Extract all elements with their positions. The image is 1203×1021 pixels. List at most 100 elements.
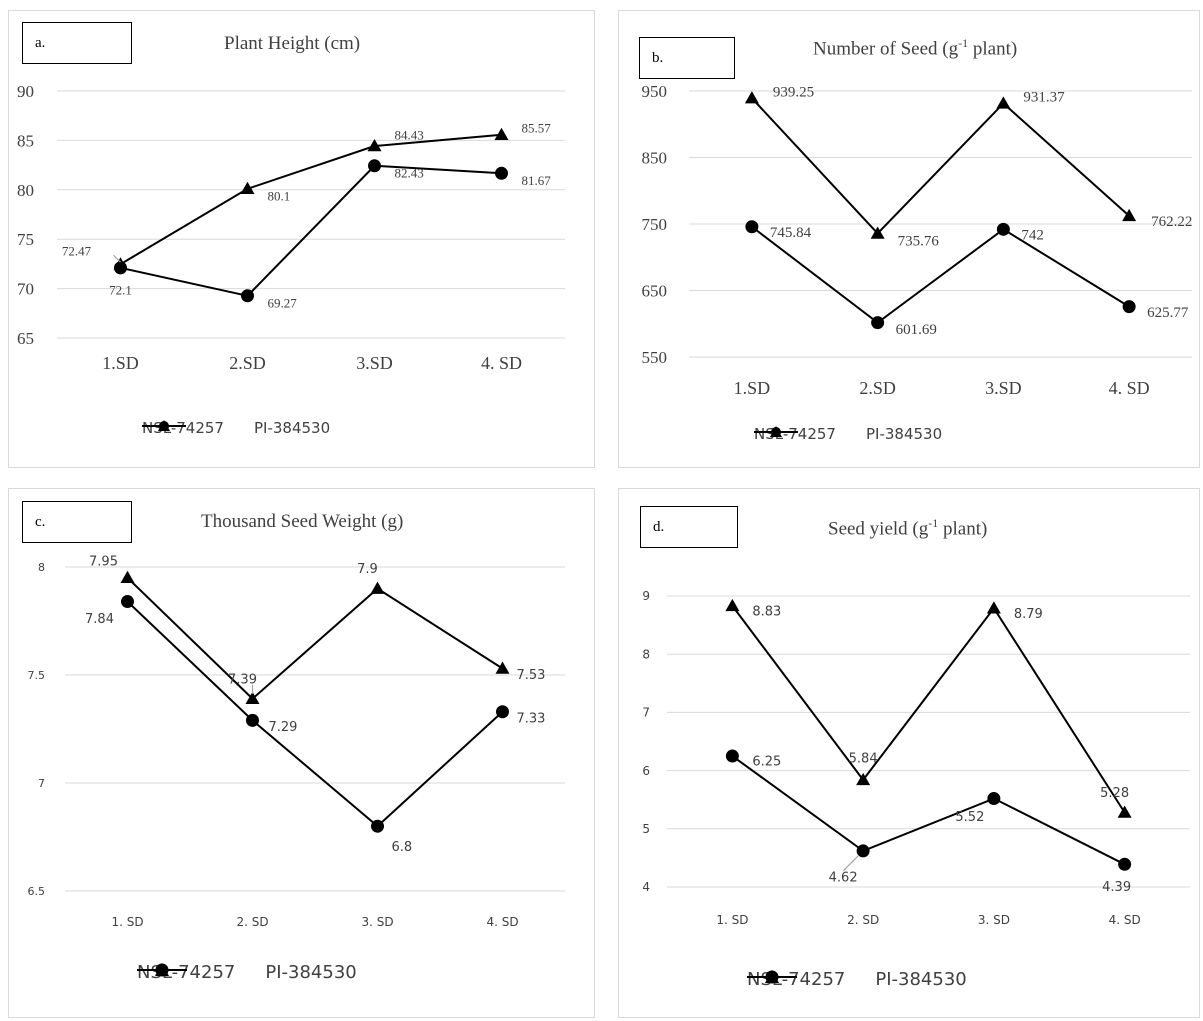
- x-tick-label: 3.SD: [985, 378, 1022, 398]
- legend-item-pi-c: PI-384530: [137, 962, 357, 983]
- data-point-marker: [121, 595, 134, 609]
- data-label: 72.47: [62, 244, 92, 259]
- y-tick-label: 75: [17, 230, 34, 249]
- data-label: 625.77: [1147, 305, 1189, 321]
- data-point-marker: [245, 691, 260, 705]
- legend-item-pi-d: PI-384530: [747, 969, 967, 990]
- data-point-marker: [745, 220, 759, 234]
- data-point-marker: [986, 601, 1001, 614]
- chart-legend-b: NSL-74257 PI-384530: [754, 425, 942, 443]
- chart-svg-d: 9 8 7 6 5 4 1. SD 2. SD 3. SD 4. SD 6.25 4.62 5.52 4.…: [642, 589, 1190, 927]
- y-tick-label: 9: [642, 589, 650, 603]
- data-point-marker: [871, 316, 885, 330]
- label-leader-line: [113, 254, 121, 263]
- data-point-marker: [368, 159, 381, 173]
- data-point-marker: [120, 570, 135, 584]
- x-tick-label: 4. SD: [486, 915, 518, 929]
- data-label: 7.39: [228, 672, 257, 687]
- legend-marker-triangle-icon: [142, 420, 186, 431]
- data-label: 6.25: [752, 755, 781, 770]
- data-label: 85.57: [522, 120, 552, 135]
- data-label: 7.53: [517, 668, 546, 683]
- data-label: 6.8: [392, 840, 413, 855]
- y-tick-label: 85: [17, 131, 34, 150]
- series-line-pi-384530: [731, 605, 1126, 814]
- label-leader-line: [842, 855, 859, 872]
- y-tick-label: 90: [17, 82, 34, 101]
- y-tick-label: 6.5: [28, 885, 46, 898]
- data-label: 72.1: [109, 282, 132, 297]
- series-line-nsl-74257: [120, 164, 502, 297]
- data-point-marker: [371, 819, 384, 833]
- x-tick-label: 2. SD: [847, 913, 879, 927]
- data-label: 8.79: [1014, 607, 1043, 622]
- series-line-pi-384530: [126, 577, 504, 701]
- x-tick-label: 1.SD: [734, 378, 771, 398]
- data-point-marker: [496, 705, 509, 719]
- chart-title-b-sup: -1: [958, 36, 969, 50]
- chart-title-b: Number of Seed (g-1 plant): [813, 36, 1017, 60]
- data-label: 601.69: [896, 322, 937, 338]
- panel-letter-c: c.: [22, 501, 132, 543]
- data-label: 7.33: [517, 711, 546, 726]
- x-tick-label: 4. SD: [1109, 913, 1141, 927]
- chart-title-b-text: Number of Seed (g: [813, 38, 959, 60]
- x-tick-label: 3.SD: [356, 353, 393, 373]
- x-tick-label: 4. SD: [481, 353, 522, 373]
- chart-svg-c: 8 7.5 7 6.5 1. SD 2. SD 3. SD 4. SD 7.84 7.29 6.8 7…: [28, 554, 565, 929]
- data-point-marker: [367, 139, 382, 152]
- data-label: 762.22: [1151, 214, 1192, 230]
- chart-svg-b: 950 850 750 650 550 1.SD 2.SD 3.SD 4. SD 745.84 60…: [642, 82, 1193, 398]
- data-point-marker: [725, 749, 739, 763]
- data-label: 5.28: [1100, 786, 1129, 801]
- chart-panel-a: a. Plant Height (cm) 90 85 80 75 70 65 1.SD 2.S…: [8, 10, 595, 468]
- chart-title-c-text: Thousand Seed Weight (g): [201, 511, 404, 532]
- data-point-marker: [240, 181, 255, 195]
- data-point-marker: [856, 844, 870, 858]
- x-tick-label: 2.SD: [859, 378, 896, 398]
- legend-label-pi-b: PI-384530: [865, 425, 943, 443]
- y-tick-label: 7: [38, 777, 45, 790]
- y-tick-label: 4: [642, 880, 650, 894]
- chart-legend-a: NSL-74257 PI-384530: [142, 419, 330, 437]
- x-tick-label: 2. SD: [236, 915, 268, 929]
- y-tick-label: 5: [642, 822, 650, 836]
- chart-legend-d: NSL-74257 PI-384530: [747, 969, 967, 990]
- data-label: 931.37: [1023, 90, 1065, 106]
- chart-title-d-sup: -1: [928, 516, 939, 530]
- legend-label-pi-d: PI-384530: [875, 969, 967, 990]
- data-point-marker: [996, 96, 1011, 109]
- data-point-marker: [996, 222, 1010, 236]
- data-label: 8.83: [752, 604, 781, 619]
- data-point-marker: [494, 127, 509, 141]
- x-tick-label: 1. SD: [716, 913, 748, 927]
- data-point-marker: [870, 226, 885, 239]
- chart-title-a-text: Plant Height (cm): [224, 33, 361, 54]
- data-point-marker: [1122, 300, 1136, 314]
- data-label: 7.95: [89, 554, 118, 569]
- data-label: 745.84: [770, 225, 812, 241]
- chart-panel-d: d. Seed yield (g-1 plant) 9 8 7 6 5 4 1. SD 2. …: [618, 488, 1200, 1018]
- y-tick-label: 6: [642, 764, 650, 778]
- panel-letter-b: b.: [639, 37, 735, 79]
- data-point-marker: [1118, 857, 1132, 871]
- data-point-marker: [725, 598, 740, 612]
- x-tick-label: 3. SD: [361, 915, 393, 929]
- series-line-nsl-74257: [126, 600, 504, 828]
- series-line-nsl-74257: [731, 755, 1126, 866]
- y-tick-label: 750: [642, 215, 668, 234]
- data-label: 84.43: [395, 128, 424, 143]
- panel-letter-a: a.: [22, 22, 132, 64]
- chart-legend-c: NSL-74257 PI-384530: [137, 962, 357, 983]
- chart-title-c: Thousand Seed Weight (g): [201, 511, 403, 533]
- y-tick-label: 80: [17, 181, 34, 200]
- chart-panel-b: b. Number of Seed (g-1 plant) 950 850 750 6…: [618, 10, 1200, 468]
- y-tick-label: 7.5: [28, 669, 46, 682]
- data-point-marker: [495, 166, 508, 180]
- legend-marker-triangle-icon: [747, 970, 797, 983]
- data-label: 4.62: [829, 870, 858, 885]
- data-label: 5.84: [849, 751, 878, 766]
- data-label: 80.1: [268, 188, 291, 203]
- data-label: 939.25: [773, 84, 814, 100]
- legend-marker-triangle-icon: [137, 963, 187, 976]
